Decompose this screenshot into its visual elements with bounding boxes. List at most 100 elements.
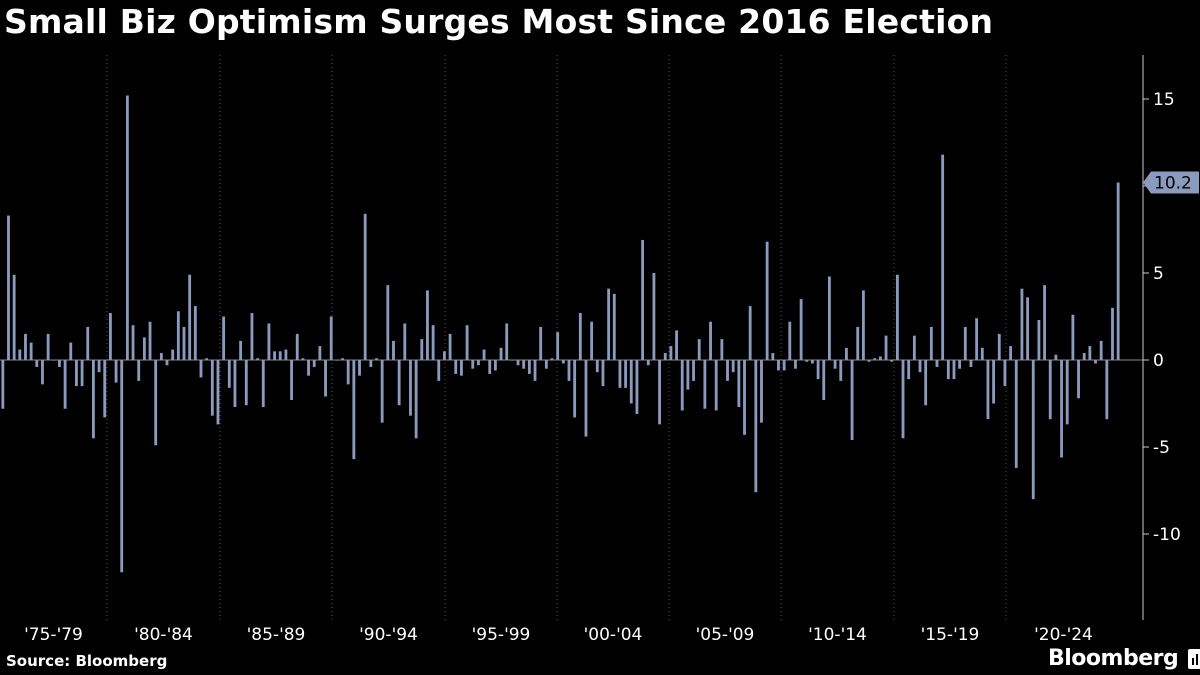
brand-wordmark: Bloomberg (1048, 646, 1179, 671)
bar (35, 360, 39, 367)
bar (199, 360, 203, 378)
bar (29, 342, 33, 360)
bar (222, 316, 226, 360)
bar (1, 360, 5, 409)
bar (895, 274, 899, 360)
bar (901, 360, 905, 439)
bar (561, 360, 565, 364)
bar (80, 360, 84, 387)
bar (386, 285, 390, 360)
bar (1105, 360, 1109, 420)
chart-title: Small Biz Optimism Surges Most Since 201… (4, 2, 994, 41)
bar (250, 313, 254, 360)
bar (856, 326, 860, 360)
x-tick-label: '80-'84 (134, 625, 193, 645)
bar (912, 335, 916, 360)
bar (114, 360, 118, 383)
bar (193, 306, 197, 360)
bar (363, 213, 367, 360)
bar (822, 360, 826, 401)
bar (963, 326, 967, 360)
bar (205, 358, 209, 360)
bar (986, 360, 990, 420)
bar (75, 360, 78, 387)
bar (352, 360, 356, 460)
bar (601, 360, 605, 387)
bar (284, 349, 288, 360)
bar (975, 318, 979, 360)
bar (290, 360, 293, 401)
bar (516, 360, 520, 366)
bar (58, 360, 61, 367)
bar (69, 342, 73, 360)
bar (692, 360, 695, 381)
bar (850, 360, 854, 441)
bar (845, 347, 848, 360)
bar (629, 360, 633, 404)
bar (544, 360, 548, 369)
bar (1060, 360, 1063, 458)
bar (335, 360, 339, 361)
bar (131, 325, 135, 360)
bar (590, 321, 594, 360)
bar (165, 360, 169, 366)
bar (409, 360, 412, 416)
bar (488, 360, 492, 374)
bar (244, 360, 248, 406)
bar (239, 340, 243, 360)
bar (760, 360, 763, 423)
bar (1003, 360, 1007, 387)
bar (969, 360, 973, 367)
bar (482, 349, 486, 360)
bar (278, 351, 282, 360)
y-tick-label: 5 (1153, 264, 1164, 284)
bar (471, 360, 475, 369)
bar (448, 333, 452, 360)
bar (1009, 346, 1013, 360)
bar (788, 321, 792, 360)
x-tick-label: '85-'89 (247, 625, 306, 645)
bar (493, 360, 497, 371)
bar (312, 360, 316, 367)
bar (86, 326, 90, 360)
bar (176, 311, 180, 360)
bar (533, 360, 537, 381)
bar (1054, 354, 1058, 360)
bar (618, 360, 622, 388)
bar (720, 339, 724, 360)
bar (861, 290, 865, 360)
bar (777, 360, 780, 371)
bar (522, 360, 526, 369)
bar (556, 332, 560, 360)
bar (505, 323, 509, 360)
bar (137, 360, 141, 381)
bar (295, 333, 299, 360)
bar (811, 360, 814, 364)
bar (420, 339, 424, 360)
x-tick-label: '15-'19 (921, 625, 980, 645)
bar (1020, 288, 1024, 360)
bar (375, 358, 378, 360)
bar (952, 360, 956, 380)
bar (465, 325, 469, 360)
bar (907, 360, 911, 380)
bar (1071, 314, 1075, 360)
bar (1026, 297, 1029, 360)
bar (97, 360, 101, 373)
bar (431, 325, 435, 360)
bar (454, 360, 458, 374)
bar (103, 360, 107, 418)
x-tick-label: '20-'24 (1034, 625, 1093, 645)
y-tick-label: 15 (1153, 90, 1175, 110)
bar (233, 360, 237, 407)
bar (680, 360, 684, 411)
x-tick-label: '95-'99 (472, 625, 531, 645)
bar (324, 360, 327, 397)
bar (301, 358, 305, 360)
bar (1094, 360, 1097, 364)
bar (782, 360, 786, 371)
last-value-label: 10.2 (1154, 174, 1192, 194)
bar (92, 360, 95, 439)
bloomberg-terminal-icon (1188, 648, 1200, 669)
bar (148, 321, 152, 360)
